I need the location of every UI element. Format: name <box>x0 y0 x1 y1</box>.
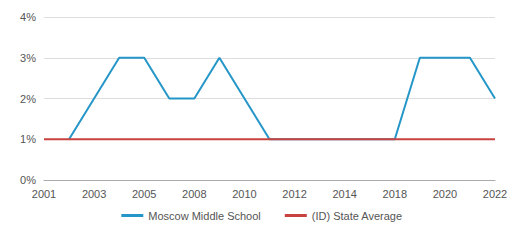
svg-text:2020: 2020 <box>433 188 457 200</box>
svg-text:2022: 2022 <box>483 188 507 200</box>
svg-text:2014: 2014 <box>332 188 356 200</box>
svg-text:Moscow Middle School: Moscow Middle School <box>148 210 261 222</box>
svg-text:2005: 2005 <box>132 188 156 200</box>
svg-text:0%: 0% <box>20 174 36 186</box>
svg-text:3%: 3% <box>20 52 36 64</box>
svg-text:2018: 2018 <box>383 188 407 200</box>
svg-text:(ID) State Average: (ID) State Average <box>312 210 402 222</box>
svg-text:2010: 2010 <box>232 188 256 200</box>
svg-text:2003: 2003 <box>82 188 106 200</box>
svg-text:1%: 1% <box>20 133 36 145</box>
svg-text:4%: 4% <box>20 11 36 23</box>
svg-text:2%: 2% <box>20 93 36 105</box>
svg-text:2012: 2012 <box>282 188 306 200</box>
svg-text:2008: 2008 <box>182 188 206 200</box>
svg-text:2001: 2001 <box>32 188 56 200</box>
